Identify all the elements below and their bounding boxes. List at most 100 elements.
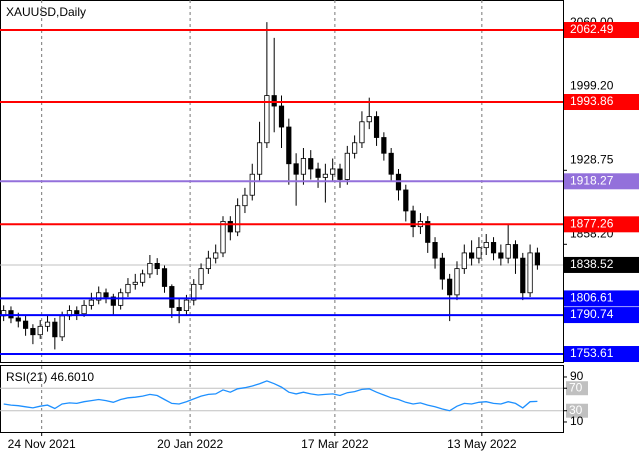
- candle-body: [256, 142, 263, 175]
- candle-body: [30, 328, 36, 336]
- candle-body: [373, 116, 380, 138]
- y-tick-label: 1928.75: [570, 152, 614, 166]
- candle-body: [286, 126, 292, 165]
- level-label: 1806.61: [570, 291, 614, 305]
- candle-body: [271, 95, 277, 107]
- candle-body: [81, 304, 87, 315]
- level-label: 1877.26: [570, 216, 614, 230]
- candle-body: [512, 244, 519, 259]
- candle-body: [213, 252, 219, 259]
- candle-body: [293, 163, 299, 175]
- level-label-box: [564, 173, 639, 190]
- chart-title: XAUUSD,Daily: [6, 5, 86, 19]
- candle-body: [432, 242, 438, 259]
- candle-body: [242, 194, 248, 207]
- level-label: 1753.61: [570, 346, 614, 360]
- rsi-level-label: 70: [569, 380, 583, 394]
- candle-body: [403, 189, 409, 212]
- candle-body: [454, 268, 460, 296]
- candle-body: [37, 325, 43, 336]
- candle-body: [22, 320, 29, 329]
- candle-body: [337, 168, 343, 180]
- last-price-label: 1838.52: [570, 257, 614, 271]
- y-tick-label: 1999.20: [570, 79, 614, 93]
- candle-body: [154, 262, 160, 270]
- candle-body: [169, 286, 175, 308]
- candle-body: [469, 252, 475, 259]
- level-label-box: [564, 307, 639, 324]
- rsi-frame: [0, 365, 564, 433]
- candle-body: [381, 137, 387, 154]
- candle-body: [505, 244, 511, 259]
- x-tick-label: 20 Jan 2022: [157, 437, 223, 451]
- candle-body: [388, 152, 394, 175]
- rsi-line: [3, 380, 538, 412]
- candle-body: [330, 168, 336, 175]
- candle-body: [278, 105, 285, 128]
- x-tick-label: 24 Nov 2021: [8, 437, 76, 451]
- candle-body: [461, 252, 467, 270]
- candle-body: [520, 257, 526, 294]
- rsi-level-box: [566, 381, 588, 396]
- rsi-title: RSI(21) 46.6010: [6, 370, 94, 384]
- candle-body: [103, 292, 109, 298]
- candle-body: [249, 173, 255, 196]
- candle-body: [191, 283, 197, 301]
- candle-body: [44, 321, 51, 327]
- rsi-level-label: 30: [569, 403, 583, 417]
- rsi-tick-label: 10: [570, 414, 584, 428]
- level-label: 1790.74: [570, 307, 614, 321]
- candle-body: [527, 252, 533, 294]
- candle-body: [439, 257, 445, 280]
- candle-body: [308, 158, 314, 170]
- candle-body: [352, 142, 358, 154]
- candle-body: [490, 242, 497, 254]
- level-label-box: [564, 94, 639, 111]
- level-label-box: [564, 216, 639, 233]
- candle-body: [59, 315, 65, 338]
- candle-body: [410, 210, 416, 228]
- candle-body: [220, 221, 226, 254]
- candle-body: [161, 268, 168, 287]
- candle-body: [110, 296, 116, 306]
- candle-body: [125, 283, 131, 294]
- candle-body: [483, 242, 489, 249]
- candle-body: [476, 247, 482, 259]
- candle-body: [132, 281, 138, 285]
- level-label: 1993.86: [570, 94, 614, 108]
- candle-body: [359, 121, 365, 144]
- candle-body: [498, 252, 504, 259]
- candle-body: [139, 273, 146, 283]
- candle-body: [96, 292, 102, 301]
- x-tick-label: 13 May 2022: [447, 437, 517, 451]
- candle-body: [88, 299, 94, 306]
- candle-body: [366, 116, 372, 123]
- candle-body: [447, 278, 453, 296]
- candle-body: [183, 299, 190, 312]
- candle-body: [176, 307, 182, 312]
- rsi-tick-label: 90: [570, 369, 584, 383]
- candle-body: [147, 262, 153, 275]
- last-price-box: [564, 256, 639, 273]
- candle-body: [15, 317, 21, 322]
- candle-body: [74, 310, 80, 315]
- candle-body: [534, 252, 541, 266]
- level-label-box: [564, 346, 639, 363]
- level-label: 1918.27: [570, 173, 614, 187]
- level-label: 2062.49: [570, 22, 614, 36]
- candle-body: [52, 321, 58, 338]
- level-label-box: [564, 22, 639, 39]
- candle-body: [235, 205, 241, 233]
- candle-body: [205, 257, 211, 270]
- candle-body: [315, 168, 321, 178]
- candle-body: [425, 221, 431, 243]
- level-label-box: [564, 290, 639, 307]
- candle-body: [264, 95, 270, 144]
- x-tick-label: 17 Mar 2022: [301, 437, 369, 451]
- candle-body: [227, 221, 233, 233]
- candle-body: [322, 173, 328, 178]
- candle-body: [300, 158, 307, 175]
- rsi-level-box: [566, 403, 588, 418]
- candle-body: [198, 268, 204, 285]
